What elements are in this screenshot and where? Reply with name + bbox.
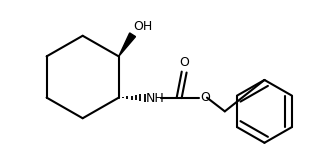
Polygon shape [119, 33, 136, 56]
Text: O: O [200, 91, 210, 104]
Text: O: O [179, 56, 189, 69]
Text: NH: NH [146, 92, 164, 105]
Text: OH: OH [134, 20, 153, 33]
